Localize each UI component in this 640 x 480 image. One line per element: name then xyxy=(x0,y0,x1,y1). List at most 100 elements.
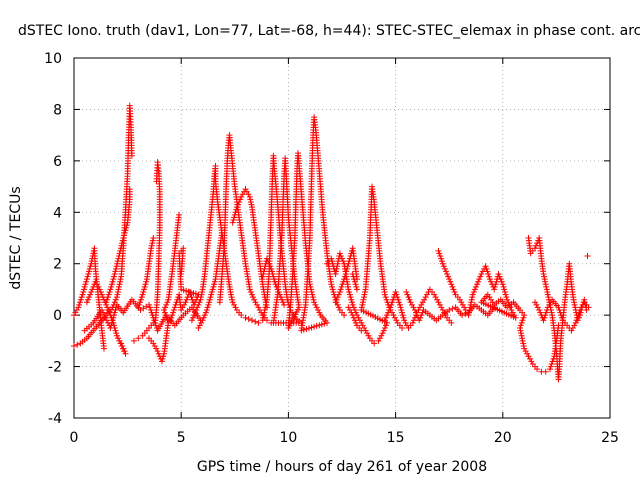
data-point xyxy=(544,307,550,313)
data-point xyxy=(459,312,466,319)
data-point xyxy=(86,265,93,272)
data-point xyxy=(382,294,389,301)
data-point xyxy=(116,283,122,290)
data-point xyxy=(344,265,350,272)
data-point xyxy=(245,191,252,198)
data-point xyxy=(195,301,202,308)
data-point xyxy=(347,294,354,301)
data-point xyxy=(121,229,128,236)
data-point xyxy=(419,309,426,316)
data-point xyxy=(389,299,396,306)
data-point xyxy=(183,296,190,303)
data-point xyxy=(478,271,485,277)
x-tick-label: 5 xyxy=(177,430,186,446)
data-point xyxy=(392,289,399,295)
data-point xyxy=(573,317,580,324)
data-point xyxy=(542,368,549,375)
data-point xyxy=(161,307,167,313)
data-point xyxy=(409,319,416,326)
data-point xyxy=(146,304,153,311)
data-point xyxy=(150,314,157,321)
data-point xyxy=(208,289,215,295)
x-tick-label: 0 xyxy=(70,430,79,446)
data-point xyxy=(111,271,118,277)
data-point xyxy=(142,281,149,288)
data-point xyxy=(112,307,119,313)
data-point xyxy=(247,289,254,295)
data-point xyxy=(547,363,554,370)
data-point xyxy=(340,258,347,265)
data-point xyxy=(272,281,279,288)
data-point xyxy=(255,319,262,326)
data-point xyxy=(568,327,575,334)
data-point xyxy=(313,304,320,311)
data-point xyxy=(143,278,150,285)
data-point xyxy=(84,273,91,280)
data-point xyxy=(495,271,502,277)
data-point xyxy=(410,304,417,311)
data-point xyxy=(110,314,117,321)
data-point xyxy=(345,260,352,267)
data-point xyxy=(376,335,383,342)
data-point xyxy=(540,271,547,277)
data-point xyxy=(333,265,340,272)
data-point xyxy=(80,289,87,295)
data-point xyxy=(358,327,365,334)
data-point xyxy=(380,327,387,334)
data-point xyxy=(170,307,177,313)
data-point xyxy=(342,271,349,277)
x-tick-label: 25 xyxy=(601,430,619,446)
axis-ticks: 0 5 10 15 20 25 -4 -2 0 2 4 6 8 10 xyxy=(44,51,619,446)
data-point xyxy=(101,345,107,352)
data-point xyxy=(390,296,396,303)
data-point xyxy=(239,191,246,198)
y-axis-label: dSTEC / TECUs xyxy=(8,186,24,289)
data-point xyxy=(91,281,98,288)
data-point xyxy=(151,343,158,349)
data-point xyxy=(447,278,454,285)
data-point xyxy=(449,305,456,312)
data-point xyxy=(106,289,113,295)
data-point xyxy=(153,178,160,185)
data-point xyxy=(128,152,135,159)
data-point xyxy=(251,296,258,303)
y-tick-label: 2 xyxy=(53,257,62,273)
data-point xyxy=(255,304,262,311)
data-point xyxy=(211,281,218,288)
data-point xyxy=(316,322,323,329)
data-point xyxy=(532,299,538,306)
data-point xyxy=(280,299,286,306)
data-point xyxy=(279,296,285,303)
data-point xyxy=(137,296,144,303)
data-point xyxy=(403,289,410,295)
data-point xyxy=(381,325,388,331)
data-point xyxy=(81,283,88,290)
data-point xyxy=(390,312,397,319)
data-point xyxy=(303,326,310,332)
data-point xyxy=(475,278,482,285)
data-point xyxy=(542,278,549,285)
data-point xyxy=(190,314,196,321)
data-point xyxy=(260,271,267,277)
data-point xyxy=(135,335,142,342)
data-point xyxy=(484,268,491,275)
data-point xyxy=(548,361,555,367)
data-point xyxy=(197,317,204,324)
data-point xyxy=(163,301,170,308)
data-point xyxy=(205,301,212,308)
data-point xyxy=(210,283,217,290)
data-point xyxy=(118,242,125,249)
data-point xyxy=(473,283,479,290)
data-point xyxy=(499,281,506,288)
data-point xyxy=(306,325,312,332)
data-point xyxy=(341,312,348,319)
data-point xyxy=(206,296,213,303)
data-point xyxy=(111,309,118,316)
data-point xyxy=(504,296,511,303)
data-point xyxy=(109,278,116,285)
data-point xyxy=(277,294,284,301)
data-point xyxy=(364,330,370,337)
data-point xyxy=(333,296,340,303)
data-point xyxy=(556,307,563,313)
data-point xyxy=(505,299,512,306)
